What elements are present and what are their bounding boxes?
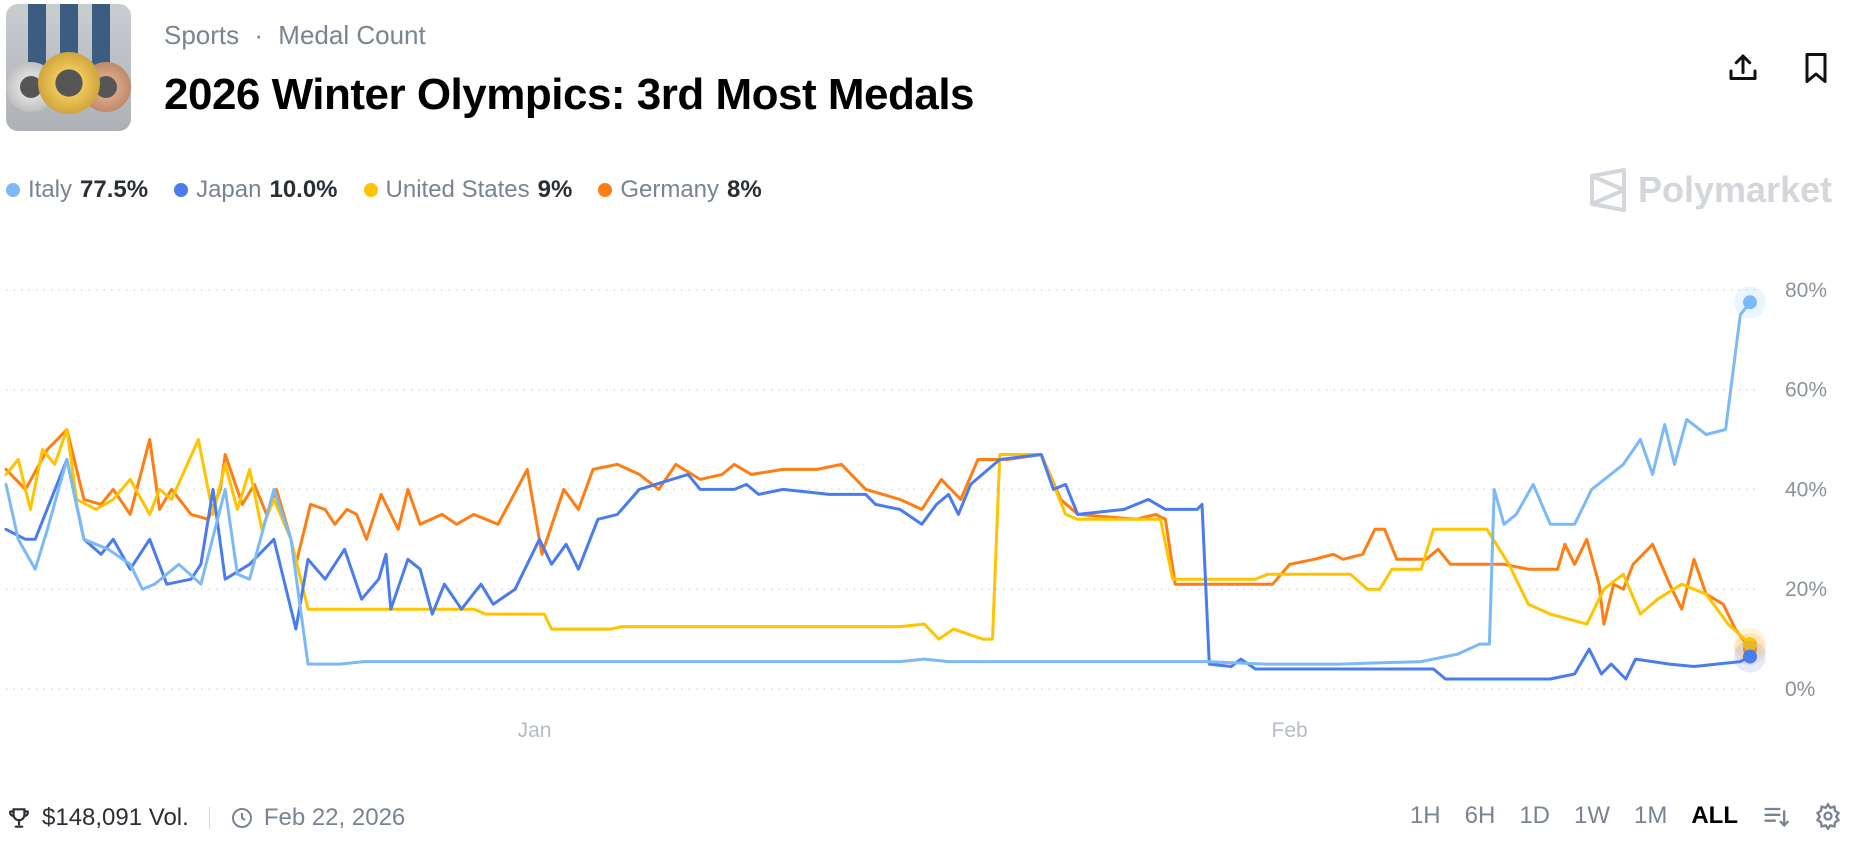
legend-name: Japan bbox=[196, 176, 262, 203]
volume: $148,091 Vol. bbox=[42, 804, 189, 831]
market-footer: $148,091 Vol. Feb 22, 2026 bbox=[6, 804, 405, 832]
clock-icon bbox=[231, 808, 252, 828]
legend-dot bbox=[363, 183, 378, 197]
share-icon bbox=[1729, 54, 1757, 80]
bookmark-button[interactable] bbox=[1798, 50, 1834, 86]
polymarket-logo-icon bbox=[1590, 168, 1626, 212]
series-line-italy bbox=[4, 300, 1752, 666]
time-range-selector: 1H 6H 1D 1W 1M ALL bbox=[1410, 802, 1842, 830]
series-line-germany bbox=[4, 428, 1752, 651]
polymarket-wordmark: Polymarket bbox=[1638, 169, 1833, 210]
legend-value: 9% bbox=[537, 176, 573, 203]
breadcrumb-separator: · bbox=[254, 20, 264, 50]
divider bbox=[208, 807, 210, 829]
legend-item-japan[interactable]: Japan 10.0% bbox=[174, 176, 338, 204]
sort-icon[interactable] bbox=[1762, 802, 1790, 830]
settings-gear-icon[interactable] bbox=[1814, 802, 1842, 830]
y-tick-label: 60% bbox=[1785, 379, 1827, 402]
y-tick-label: 20% bbox=[1785, 578, 1827, 601]
endpoint-dot bbox=[1743, 637, 1757, 652]
legend-dot bbox=[174, 183, 189, 197]
y-tick-label: 80% bbox=[1785, 279, 1827, 302]
legend-value: 8% bbox=[727, 176, 762, 203]
range-1h[interactable]: 1H bbox=[1409, 802, 1441, 829]
legend-name: Germany bbox=[620, 176, 720, 203]
page-title: 2026 Winter Olympics: 3rd Most Medals bbox=[164, 70, 975, 119]
range-1m[interactable]: 1M bbox=[1634, 802, 1668, 829]
legend-value: 10.0% bbox=[269, 176, 338, 203]
price-chart[interactable]: 0% 20% 40% 60% 80% Jan Feb bbox=[0, 240, 1856, 760]
legend-item-italy[interactable]: Italy 77.5% bbox=[6, 176, 148, 204]
y-tick-label: 0% bbox=[1785, 678, 1815, 701]
endpoint-dot bbox=[1743, 649, 1757, 664]
legend-item-united-states[interactable]: United States 9% bbox=[363, 176, 573, 204]
bookmark-icon bbox=[1805, 53, 1827, 83]
breadcrumb: Sports · Medal Count bbox=[164, 20, 426, 51]
share-button[interactable] bbox=[1725, 50, 1761, 86]
x-tick-label: Jan bbox=[518, 719, 552, 742]
legend-item-germany[interactable]: Germany 8% bbox=[598, 176, 762, 204]
range-6h[interactable]: 6H bbox=[1464, 802, 1496, 829]
y-tick-label: 40% bbox=[1785, 478, 1827, 501]
x-tick-label: Feb bbox=[1272, 719, 1308, 742]
legend-dot bbox=[6, 183, 20, 197]
range-1d[interactable]: 1D bbox=[1519, 802, 1550, 829]
series-line-japan bbox=[4, 453, 1752, 681]
legend-name: Italy bbox=[28, 176, 73, 203]
polymarket-watermark: Polymarket bbox=[1588, 168, 1832, 212]
series-line-united-states bbox=[4, 428, 1752, 646]
endpoint-dot bbox=[1743, 295, 1757, 310]
breadcrumb-subcategory[interactable]: Medal Count bbox=[278, 20, 426, 50]
legend-value: 77.5% bbox=[80, 176, 149, 203]
end-date: Feb 22, 2026 bbox=[263, 804, 406, 831]
chart-legend: Italy 77.5% Japan 10.0% United States 9% Ge… bbox=[6, 176, 762, 204]
breadcrumb-category[interactable]: Sports bbox=[164, 20, 240, 50]
legend-name: United States bbox=[385, 176, 530, 203]
market-image bbox=[6, 4, 131, 131]
range-all[interactable]: ALL bbox=[1691, 802, 1738, 829]
trophy-icon bbox=[9, 808, 29, 828]
legend-dot bbox=[598, 183, 613, 197]
range-1w[interactable]: 1W bbox=[1574, 802, 1610, 829]
